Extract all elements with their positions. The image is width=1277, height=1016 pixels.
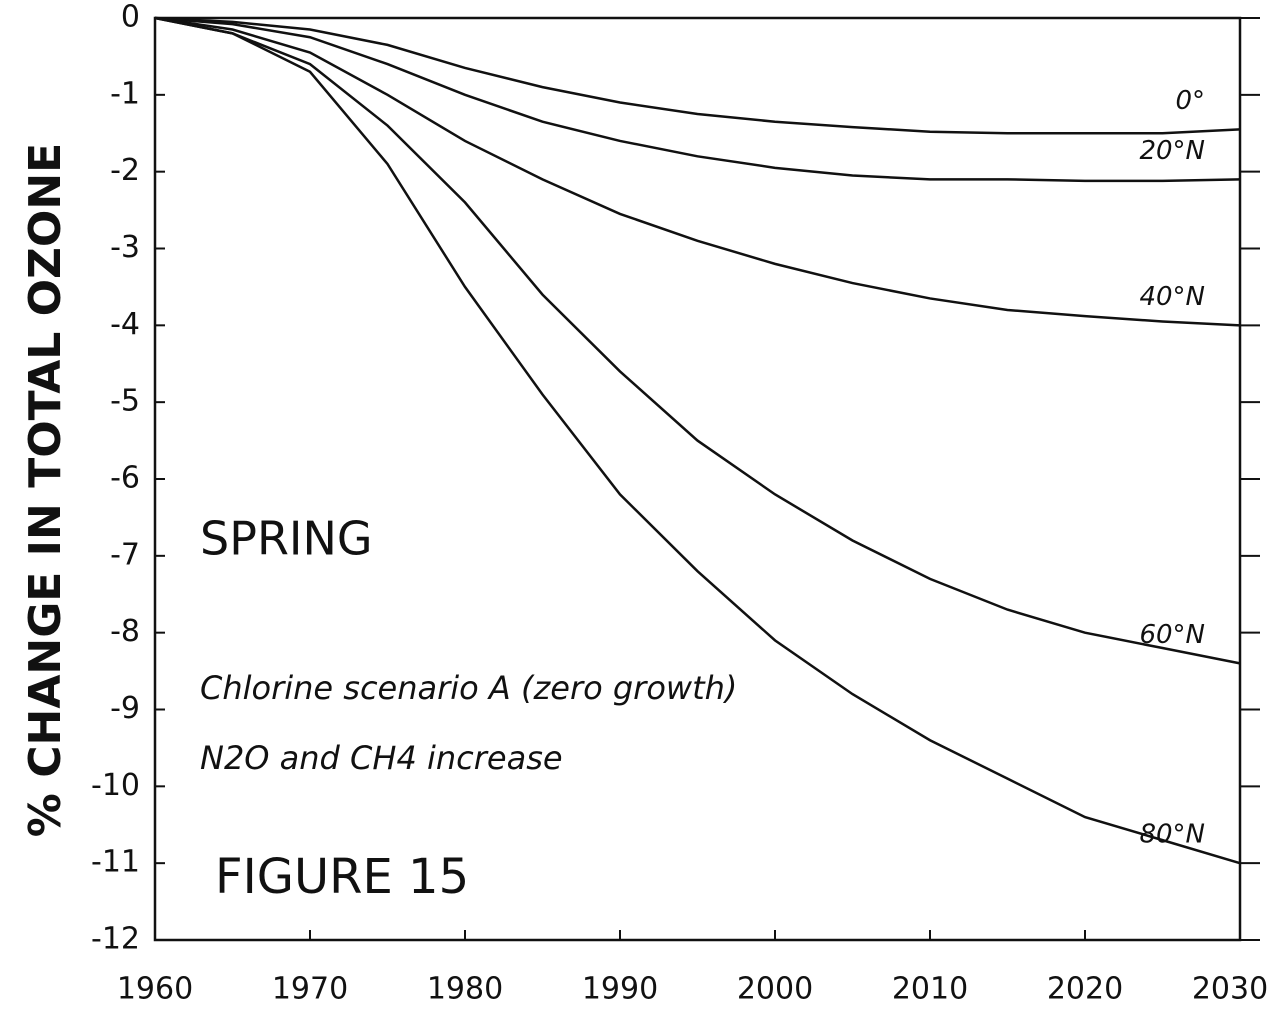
series-label: 40°N bbox=[1139, 282, 1205, 312]
y-tick-label: -1 bbox=[110, 76, 140, 111]
series-line bbox=[154, 16, 1241, 135]
series-line bbox=[154, 16, 1241, 665]
series-label: 60°N bbox=[1139, 620, 1205, 650]
y-tick-label: -11 bbox=[91, 845, 140, 880]
x-tick-label: 1970 bbox=[272, 972, 348, 1007]
y-tick-label: -3 bbox=[110, 230, 140, 265]
annotation: FIGURE 15 bbox=[215, 849, 469, 905]
series-line bbox=[154, 16, 1241, 183]
y-tick-label: 0 bbox=[121, 0, 140, 35]
x-tick-label: 2030 bbox=[1192, 972, 1268, 1007]
y-tick-label: -8 bbox=[110, 614, 140, 649]
series-label: 0° bbox=[1175, 86, 1205, 116]
annotation: Chlorine scenario A (zero growth) bbox=[200, 669, 737, 707]
y-tick-label: -10 bbox=[91, 768, 140, 803]
series-label: 20°N bbox=[1139, 136, 1205, 166]
x-tick-label: 1990 bbox=[582, 972, 658, 1007]
x-tick-label: 1980 bbox=[427, 972, 503, 1007]
annotation: N2O and CH4 increase bbox=[200, 739, 563, 777]
y-tick-label: -9 bbox=[110, 691, 140, 726]
y-tick-label: -2 bbox=[110, 153, 140, 188]
y-tick-label: -12 bbox=[91, 922, 140, 957]
series-line bbox=[154, 16, 1241, 865]
annotation: SPRING bbox=[200, 512, 373, 566]
y-tick-label: -6 bbox=[110, 461, 140, 496]
x-tick-label: 2020 bbox=[1047, 972, 1123, 1007]
y-tick-label: -7 bbox=[110, 537, 140, 572]
x-tick-label: 2000 bbox=[737, 972, 813, 1007]
y-tick-label: -4 bbox=[110, 307, 140, 342]
x-tick-label: 1960 bbox=[117, 972, 193, 1007]
y-tick-label: -5 bbox=[110, 384, 140, 419]
series-label: 80°N bbox=[1139, 820, 1205, 850]
x-tick-label: 2010 bbox=[892, 972, 968, 1007]
y-axis-label: % CHANGE IN TOTAL OZONE bbox=[20, 143, 71, 837]
series-line bbox=[154, 16, 1241, 327]
